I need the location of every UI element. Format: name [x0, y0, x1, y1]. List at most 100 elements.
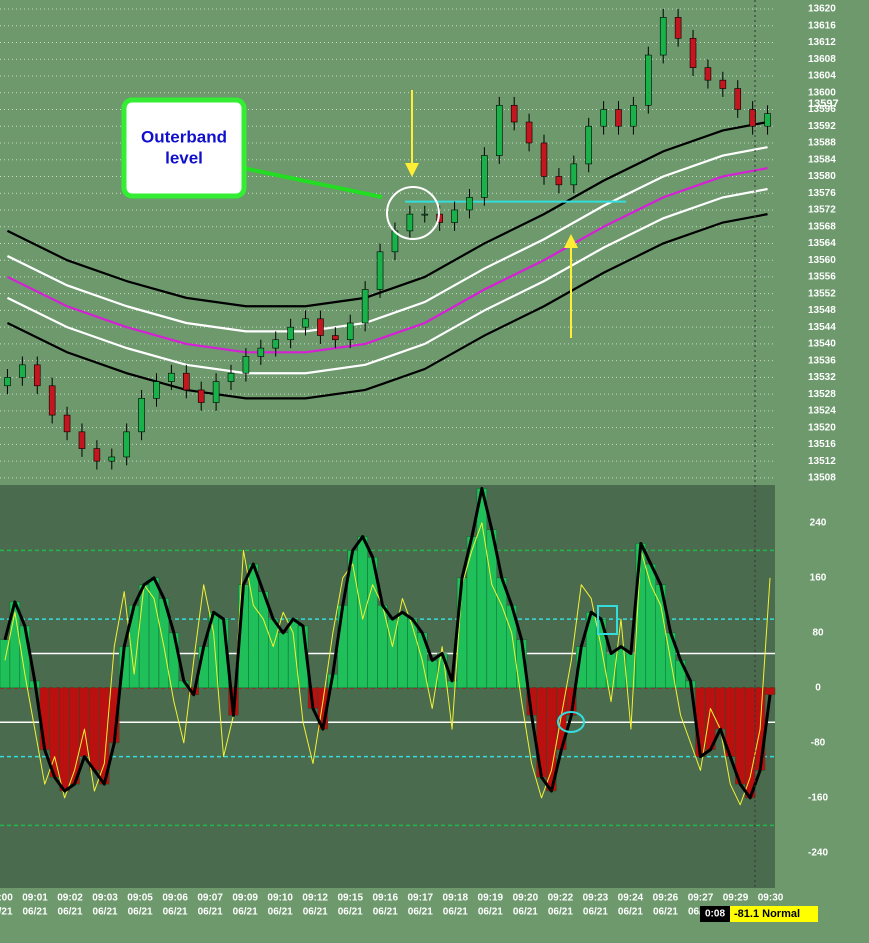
candle-body	[719, 79, 727, 89]
candle-body	[570, 163, 578, 186]
highlight-box	[597, 605, 618, 635]
candle-body	[645, 54, 652, 106]
x-tick-label: 09:29	[723, 893, 749, 904]
candle-body	[48, 385, 56, 416]
histogram-bar	[258, 591, 269, 689]
y-tick-label: 13612	[808, 37, 836, 48]
y2-tick-label: 160	[810, 572, 827, 583]
candle-body	[406, 213, 414, 232]
x-tick-label: 09:23	[583, 893, 609, 904]
histogram-bar	[397, 612, 408, 689]
slow-line	[3, 486, 772, 800]
candle-body	[585, 125, 592, 165]
candle-body	[153, 381, 160, 399]
x-tick-date: 06/21	[653, 907, 678, 918]
x-tick-label: 09:00	[0, 893, 13, 904]
y-tick-label: 13536	[808, 355, 836, 366]
candle-body	[734, 88, 742, 110]
candle-body	[749, 109, 756, 127]
candle-body	[197, 389, 205, 403]
y-tick-label: 13516	[808, 439, 836, 450]
candle-body	[466, 197, 473, 211]
fast-line	[4, 522, 771, 806]
y-tick-label: 13572	[808, 205, 836, 216]
candle-body	[689, 38, 697, 68]
histogram-bar	[735, 687, 746, 785]
candle-body	[421, 213, 429, 216]
x-tick-label: 09:30	[758, 893, 784, 904]
candle-body	[138, 398, 145, 433]
candle-body	[227, 372, 235, 382]
candle-body	[346, 322, 354, 341]
x-tick-label: 09:20	[513, 893, 539, 904]
y-tick-label: 13540	[808, 339, 836, 350]
histogram-bar	[337, 605, 348, 689]
candle-body	[257, 347, 265, 357]
y2-tick-label: 80	[812, 627, 824, 638]
candle-body	[510, 104, 518, 123]
y-tick-label: 13520	[808, 422, 836, 433]
x-tick-label: 09:19	[478, 893, 504, 904]
x-tick-label: 09:01	[22, 893, 48, 904]
x-tick-date: 06/21	[198, 907, 223, 918]
band-line	[6, 213, 768, 400]
y-tick-label: 13592	[808, 121, 836, 132]
candle-body	[332, 335, 339, 341]
x-tick-date: 06/21	[583, 907, 608, 918]
candle-body	[704, 67, 712, 81]
histogram-bar	[89, 687, 100, 771]
y-tick-label: 13552	[808, 288, 836, 299]
candle-body	[659, 17, 667, 56]
bands	[6, 120, 768, 400]
status-timer: 0:08	[705, 909, 725, 920]
x-tick-label: 09:05	[127, 893, 153, 904]
x-tick-date: 06/21	[338, 907, 363, 918]
band-line	[6, 167, 768, 354]
histogram-bar	[496, 577, 507, 689]
histogram-bar	[466, 536, 478, 689]
candle-body	[555, 176, 563, 186]
x-tick-label: 09:15	[337, 893, 363, 904]
x-tick-date: 06/21	[478, 907, 503, 918]
x-tick-label: 09:03	[92, 893, 118, 904]
y-tick-label: 13608	[808, 54, 836, 65]
y-tick-label: 13596	[808, 104, 836, 115]
x-tick-date: 06/21	[58, 907, 83, 918]
y-tick-label: 13560	[808, 255, 836, 266]
y-tick-label: 13564	[808, 238, 836, 249]
histogram-bar	[744, 687, 756, 799]
x-tick-date: 06/21	[233, 907, 258, 918]
x-tick-label: 09:22	[548, 893, 574, 904]
x-tick-label: 09:12	[302, 893, 328, 904]
band-line	[6, 120, 768, 308]
y2-tick-label: 240	[810, 517, 827, 528]
axes: 13508 13512 13516 13520 13524 13528 13532 13536…	[0, 4, 839, 918]
x-tick-date: 06/21	[93, 907, 118, 918]
y-tick-label: 13580	[808, 171, 836, 182]
callout-text: Outerband	[141, 127, 227, 146]
histogram-bar	[248, 563, 259, 689]
oscillator	[0, 486, 776, 827]
annotations: Outerband level	[121, 90, 618, 733]
x-tick-date: 06/21	[268, 907, 293, 918]
arrow-head	[405, 163, 419, 177]
histogram-bar	[357, 536, 368, 689]
candle-body	[302, 318, 309, 328]
candle-body	[19, 364, 26, 378]
histogram-bar	[278, 632, 289, 689]
candle-body	[63, 414, 71, 433]
x-tick-label: 09:24	[618, 893, 644, 904]
callout-text: level	[165, 148, 203, 167]
histogram-bar	[476, 488, 488, 689]
histogram-bar	[764, 687, 776, 695]
x-tick-label: 09:26	[653, 893, 679, 904]
candle-body	[361, 289, 369, 324]
band-line	[6, 146, 768, 333]
candle-body	[451, 209, 458, 223]
arrow-head	[564, 234, 578, 248]
y2-tick-label: -240	[808, 848, 828, 859]
candle-body	[33, 364, 41, 387]
histogram-bar	[138, 584, 150, 689]
candle-body	[93, 448, 101, 462]
